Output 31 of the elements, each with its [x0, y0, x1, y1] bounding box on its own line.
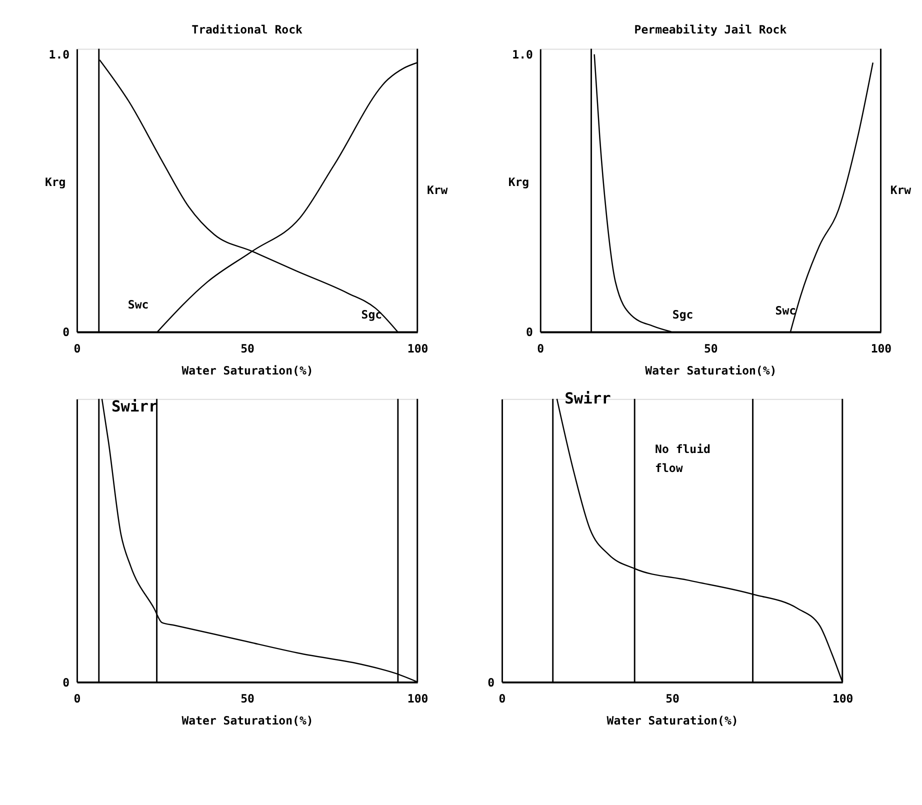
x-tick-label: 100 [407, 692, 428, 706]
y-tick-label: 1.0 [512, 48, 534, 62]
x-tick-label: 0 [74, 692, 81, 706]
annotation: Sgc [361, 307, 382, 322]
x-axis-title: Water Saturation(%) [182, 714, 314, 728]
x-axis-title: Water Saturation(%) [606, 714, 738, 728]
x-tick-label: 100 [870, 341, 892, 356]
x-tick-label: 100 [407, 341, 428, 356]
x-tick-label: 100 [832, 692, 854, 706]
x-tick-label: 50 [666, 692, 680, 706]
chart-title: Permeability Jail Rock [634, 22, 787, 37]
x-axis-title: Water Saturation(%) [645, 363, 777, 378]
y-axis-title: Krg [44, 175, 66, 190]
x-axis-title: Water Saturation(%) [182, 363, 314, 378]
x-tick-label: 0 [74, 341, 81, 356]
x-tick-label: 50 [704, 341, 718, 356]
annotation: Swirr [564, 390, 611, 408]
y2-axis-title: Krw [890, 183, 912, 198]
annotation: Sgc [672, 307, 694, 322]
y-axis-title: Krg [508, 175, 530, 190]
x-tick-label: 0 [537, 341, 544, 356]
annotation: Swc [128, 298, 149, 312]
x-tick-label: 50 [240, 341, 255, 356]
y-tick-label: 1.0 [48, 48, 70, 62]
y2-axis-title: Krw [426, 183, 448, 198]
x-tick-label: 50 [240, 692, 255, 706]
annotation: Swc [775, 303, 796, 318]
x-tick-label: 0 [498, 692, 506, 706]
text: 0 [488, 675, 495, 690]
chart-title: Traditional Rock [192, 22, 303, 37]
annotation: No fluid flow [655, 442, 711, 476]
